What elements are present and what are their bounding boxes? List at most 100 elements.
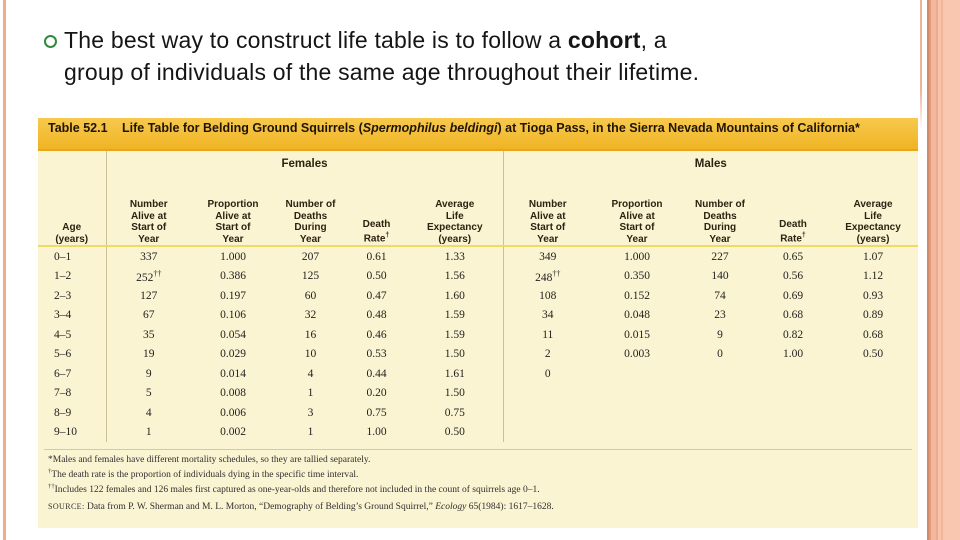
col-header-m-number-alive: Number Alive at Start of Year: [503, 177, 592, 247]
col-header-f-proportion-alive: Proportion Alive at Start of Year: [191, 177, 275, 247]
data-cell: 0.008: [220, 387, 246, 400]
data-cell: 0: [544, 367, 551, 380]
data-cell: 349: [539, 250, 557, 263]
source-journal: Ecology: [435, 502, 467, 513]
data-cell: 35: [143, 328, 155, 341]
bullet-text-bold: cohort: [567, 27, 641, 53]
column-header-row: Number Alive at Start of Year Proportion…: [38, 177, 919, 247]
bullet-text-pre: The best way to construct life table is …: [64, 27, 568, 53]
data-cell: 1: [307, 426, 314, 439]
data-cell: [503, 384, 592, 404]
col-header-f-life-expectancy: Average Life Expectancy (years): [407, 177, 504, 247]
data-cell: 1.00: [366, 426, 387, 439]
data-cell: 227: [711, 250, 729, 263]
table-row: 5–6 19 0.029 10 0.53 1.50 2 0.003 0 1.00 0.50: [38, 344, 918, 364]
data-cell: 74: [714, 289, 726, 302]
data-cell: [758, 364, 828, 384]
data-cell: [682, 384, 758, 404]
data-cell: 0.054: [220, 328, 246, 341]
data-cell: 0.50: [407, 422, 504, 442]
data-cell: 0.69: [782, 289, 804, 302]
data-cell: 10: [304, 348, 317, 361]
data-cell: 0.75: [407, 403, 504, 423]
data-cell: [758, 384, 828, 404]
data-cell: 140: [711, 270, 729, 283]
data-cell: 0.61: [366, 250, 387, 263]
table-row: 6–7 9 0.014 4 0.44 1.61 0: [38, 364, 918, 384]
table-title-suffix: ) at Tioga Pass, in the Sierra Nevada Mo…: [497, 121, 860, 135]
col-header-f-number-alive: Number Alive at Start of Year: [106, 177, 191, 247]
data-cell: 125: [301, 270, 320, 283]
data-cell: 0.029: [220, 348, 246, 361]
data-cell: 1.00: [782, 348, 804, 361]
data-cell: 5: [145, 387, 152, 400]
source-pages: 65(1984): 1617–1628.: [466, 502, 554, 513]
footnote-asterisk: *Males and females have different mortal…: [48, 455, 371, 465]
data-cell: 67: [143, 309, 155, 322]
life-table-grid: Age (years) Females Males Number Alive a…: [38, 151, 919, 442]
data-cell: 0.44: [366, 367, 387, 380]
data-cell: 34: [542, 309, 554, 322]
data-cell: [758, 403, 828, 423]
data-cell: [592, 384, 682, 404]
age-cell: 6–7: [38, 364, 107, 384]
data-cell: 1.50: [407, 344, 504, 364]
data-cell: [503, 423, 592, 443]
age-cell: 5–6: [38, 344, 107, 364]
table-title-species: Spermophilus beldingi: [362, 121, 498, 135]
slide-right-stripe-band: [927, 0, 960, 540]
data-cell: 252††: [136, 268, 162, 284]
data-cell: [592, 364, 682, 384]
data-cell: 1.60: [407, 286, 504, 306]
males-group-header: Males: [694, 158, 727, 170]
data-cell: 0.197: [220, 289, 246, 302]
data-cell: [828, 384, 918, 404]
data-cell: 0.048: [624, 309, 650, 322]
data-cell: [828, 364, 918, 384]
table-row: 9–10 1 0.002 1 1.00 0.50: [38, 422, 918, 443]
data-cell: 1.59: [407, 325, 504, 345]
data-cell: 1.07: [862, 250, 884, 263]
col-header-m-life-expectancy: Average Life Expectancy (years): [828, 177, 919, 247]
data-cell: 0.56: [782, 270, 804, 283]
bullet-text-post: , a: [640, 27, 667, 53]
data-cell: 0.015: [624, 328, 650, 341]
data-cell: 4: [145, 406, 152, 419]
data-cell: 1: [145, 426, 152, 439]
age-cell: 4–5: [38, 325, 107, 345]
table-title-prefix: Life Table for Belding Ground Squirrels …: [122, 121, 363, 135]
age-cell: 2–3: [38, 286, 107, 306]
data-cell: 0.46: [366, 328, 387, 341]
age-cell: 7–8: [38, 383, 107, 403]
data-cell: 0.20: [366, 387, 387, 400]
data-cell: 0.50: [366, 270, 387, 283]
slide-right-panel-border: [920, 0, 922, 300]
data-cell: 19: [143, 348, 155, 361]
age-cell: 8–9: [38, 403, 107, 423]
data-cell: 23: [714, 309, 726, 322]
data-cell: [592, 423, 682, 443]
table-footnotes: *Males and females have different mortal…: [44, 449, 912, 513]
data-cell: 9: [145, 367, 152, 380]
table-title-band: Table 52.1 Life Table for Belding Ground…: [38, 118, 918, 151]
age-cell: 1–2: [38, 266, 107, 286]
data-cell: [592, 403, 682, 423]
data-cell: 0.89: [862, 309, 884, 322]
table-body: 0–1 337 1.000 207 0.61 1.33 349 1.000 227 0.65 1.0…: [38, 246, 918, 442]
age-column-header: Age (years): [38, 151, 107, 247]
data-cell: 1.33: [407, 246, 504, 267]
table-title-text: Life Table for Belding Ground Squirrels …: [122, 121, 908, 136]
data-cell: 0.68: [782, 309, 804, 322]
data-cell: 0.006: [220, 406, 246, 419]
data-cell: 9: [717, 328, 723, 341]
data-cell: 248††: [535, 268, 561, 284]
data-cell: [828, 423, 918, 443]
data-cell: 0.350: [624, 270, 650, 283]
slide-left-accent-line: [3, 0, 6, 540]
data-cell: [682, 403, 758, 423]
data-cell: 0.65: [782, 250, 804, 263]
data-cell: [682, 423, 758, 443]
data-cell: 16: [304, 328, 317, 341]
data-cell: 0.106: [220, 309, 246, 322]
